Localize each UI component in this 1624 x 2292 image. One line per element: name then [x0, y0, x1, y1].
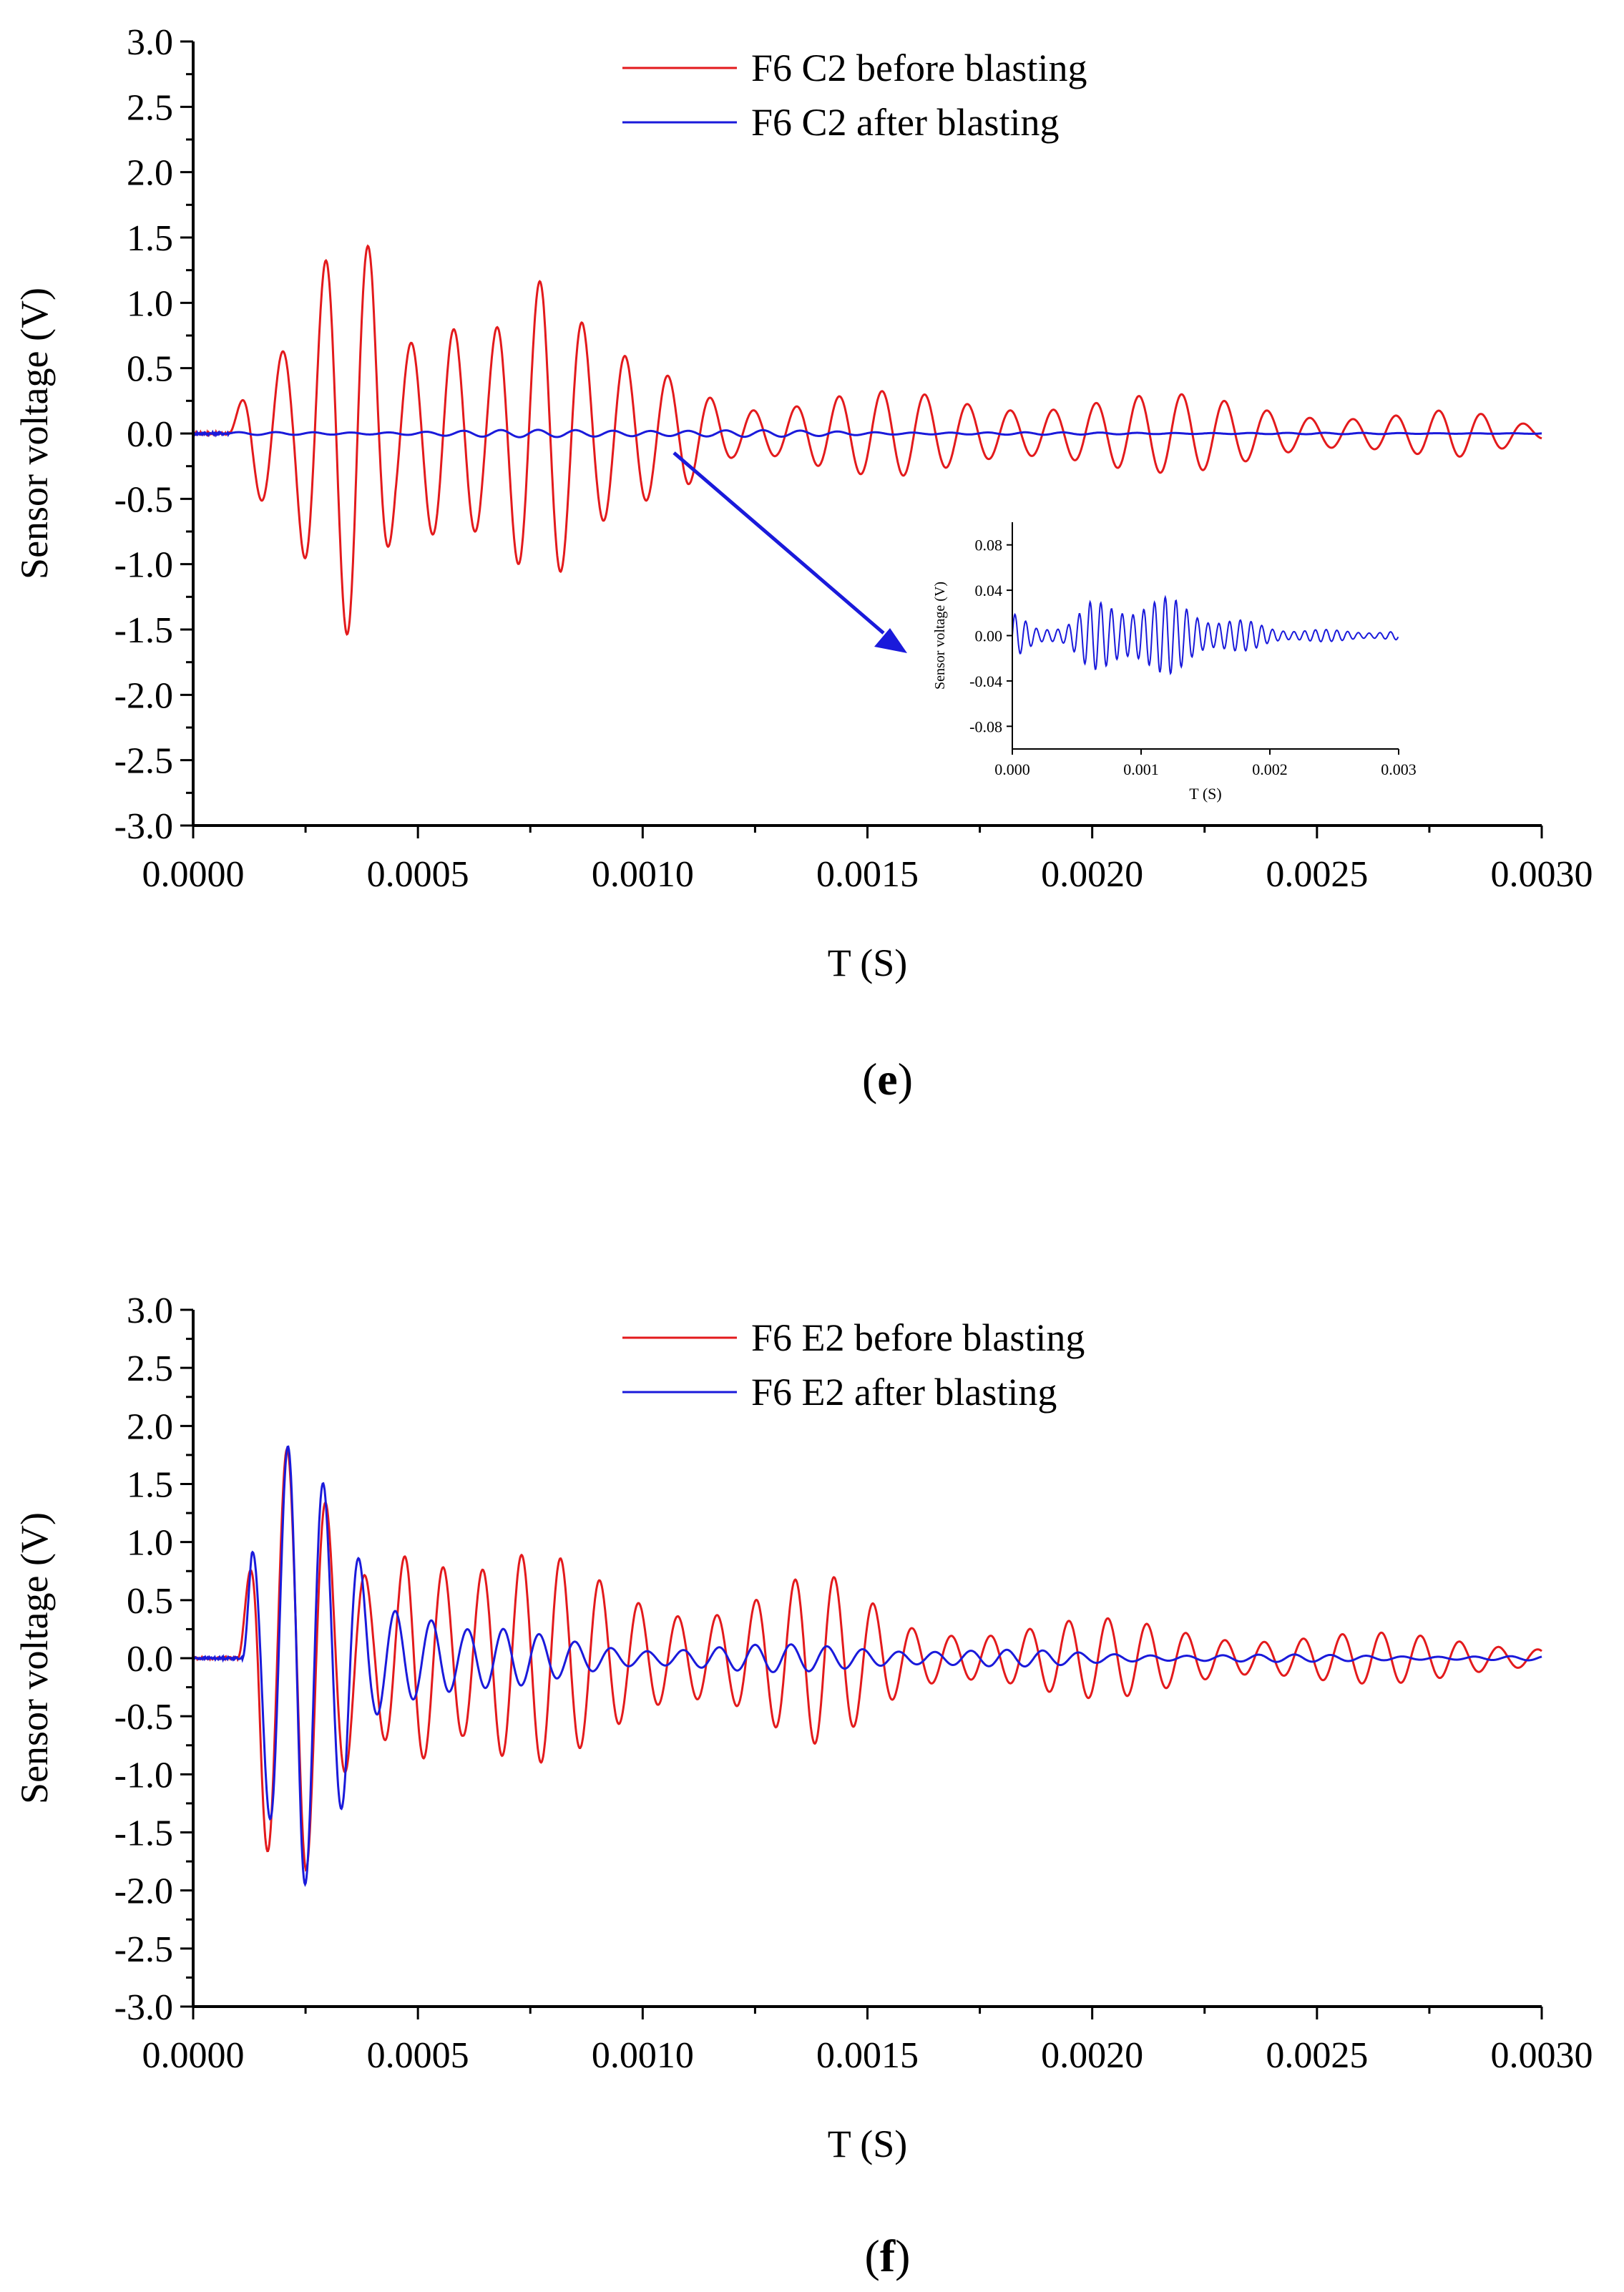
callout-arrow-head: [874, 628, 907, 653]
legend-label: F6 E2 after blasting: [751, 1371, 1057, 1414]
inset-series-line: [1012, 594, 1399, 675]
y-tick-label: -1.0: [114, 545, 173, 586]
y-tick-label: -0.5: [114, 1697, 173, 1738]
callout-arrow-line: [672, 451, 885, 635]
y-tick-label: -0.5: [114, 479, 173, 520]
x-tick-label: 0.0020: [1041, 2035, 1143, 2076]
y-axis-title: Sensor voltage (V): [13, 1512, 56, 1804]
inset-x-axis-title: T (S): [1189, 785, 1221, 803]
panel-label-paren: ): [898, 1054, 913, 1105]
y-tick-label: -2.0: [114, 1871, 173, 1912]
y-tick-label: 1.5: [127, 1465, 173, 1506]
x-tick-label: 0.0015: [816, 854, 919, 895]
y-tick-label: 3.0: [127, 22, 173, 63]
y-tick-label: 3.0: [127, 1291, 173, 1331]
legend-label: F6 C2 after blasting: [751, 101, 1059, 144]
series-line-after: [192, 428, 1542, 439]
x-tick-label: 0.0010: [592, 854, 694, 895]
inset-chart: 0.08 0.04 0.00 -0.04 -0.08 0.000 0.001 0.002 0.0…: [932, 522, 1417, 803]
panel-label: (f): [865, 2230, 911, 2281]
inset-y-tick-label: 0.04: [975, 582, 1003, 599]
y-tick-label: -3.0: [114, 1987, 173, 2028]
x-tick-label: 0.0025: [1266, 2035, 1368, 2076]
y-tick-label: 2.5: [127, 1348, 173, 1389]
panel-label: (e): [862, 1054, 913, 1105]
y-tick-label: 2.5: [127, 87, 173, 128]
x-tick-label: 0.0025: [1266, 854, 1368, 895]
y-tick-label: -1.5: [114, 1813, 173, 1854]
inset-x-tick-label: 0.002: [1252, 760, 1288, 778]
y-tick-label: -1.5: [114, 610, 173, 651]
x-tick-label: 0.0030: [1491, 2035, 1593, 2076]
y-tick-label: 1.5: [127, 218, 173, 259]
y-tick-label: 1.0: [127, 283, 173, 324]
panel-label-letter: e: [877, 1054, 897, 1105]
y-tick-label: 0.0: [127, 1639, 173, 1680]
x-tick-label: 0.0005: [367, 854, 469, 895]
panel-label-paren: (: [862, 1054, 877, 1105]
inset-x-tick-label: 0.001: [1123, 760, 1159, 778]
x-tick-label: 0.0030: [1491, 854, 1593, 895]
inset-y-tick-label: 0.08: [975, 537, 1003, 554]
inset-y-axis-title: Sensor voltage (V): [932, 582, 948, 690]
x-tick-label: 0.0020: [1041, 854, 1143, 895]
legend-label: F6 E2 before blasting: [751, 1316, 1085, 1359]
x-axis-title: T (S): [828, 2122, 908, 2165]
y-tick-label: 0.0: [127, 414, 173, 455]
panel-label-letter: f: [880, 2230, 896, 2281]
y-tick-label: -1.0: [114, 1755, 173, 1796]
x-tick-label: 0.0005: [367, 2035, 469, 2076]
x-axis-title: T (S): [828, 941, 908, 984]
x-tick-label: 0.0000: [142, 854, 245, 895]
y-tick-label: -3.0: [114, 806, 173, 847]
inset-y-tick-label: -0.08: [969, 718, 1002, 735]
chart-panel-e: 3.0 2.5 2.0 1.5 1.0 0.5 0.0 -0.5 -1.0 -1.5 -2.0 -2.…: [13, 22, 1593, 1105]
y-tick-label: 1.0: [127, 1523, 173, 1564]
y-tick-label: -2.5: [114, 741, 173, 782]
inset-x-tick-label: 0.000: [994, 760, 1030, 778]
series-line-before: [192, 1446, 1542, 1872]
x-tick-label: 0.0000: [142, 2035, 245, 2076]
legend-label: F6 C2 before blasting: [751, 46, 1087, 89]
inset-x-tick-label: 0.003: [1381, 760, 1417, 778]
inset-y-tick-label: 0.00: [975, 627, 1003, 645]
panel-label-paren: ): [895, 2230, 910, 2281]
y-tick-label: -2.0: [114, 675, 173, 716]
y-tick-label: 0.5: [127, 1581, 173, 1622]
series-line-after: [192, 1445, 1542, 1887]
x-tick-label: 0.0010: [592, 2035, 694, 2076]
chart-panel-f: 3.0 2.5 2.0 1.5 1.0 0.5 0.0 -0.5 -1.0 -1.5 -2.0 -2.…: [13, 1291, 1593, 2281]
series-line-before: [192, 244, 1542, 636]
inset-y-tick-label: -0.04: [969, 672, 1002, 690]
y-tick-label: 2.0: [127, 153, 173, 194]
y-axis-title: Sensor voltage (V): [13, 288, 56, 579]
x-tick-label: 0.0015: [816, 2035, 919, 2076]
y-tick-label: 0.5: [127, 349, 173, 390]
panel-label-paren: (: [865, 2230, 880, 2281]
y-tick-label: -2.5: [114, 1929, 173, 1970]
y-tick-label: 2.0: [127, 1406, 173, 1447]
